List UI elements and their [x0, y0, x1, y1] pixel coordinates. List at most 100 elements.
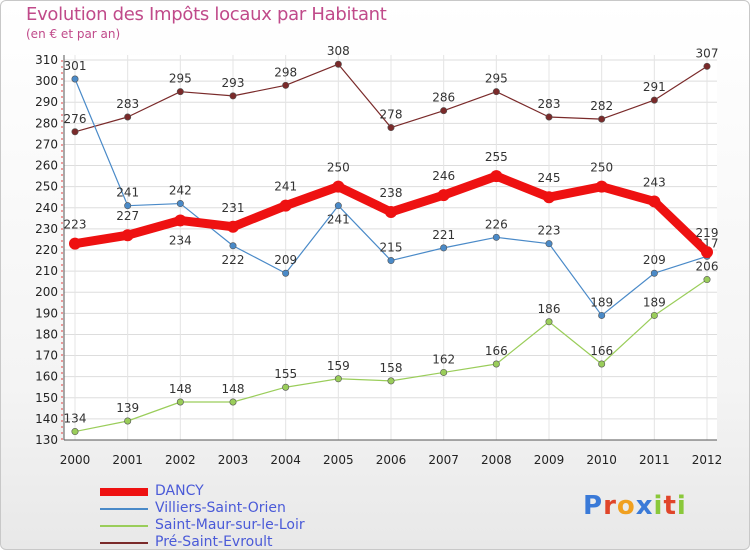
- data-point: [440, 368, 448, 376]
- data-label: 221: [432, 228, 455, 242]
- x-tick-label: 2000: [60, 453, 91, 467]
- y-tick-label: 230: [35, 222, 58, 236]
- y-tick-label: 150: [35, 391, 58, 405]
- data-point: [387, 124, 395, 132]
- data-point: [71, 128, 79, 136]
- y-tick-label: 210: [35, 264, 58, 278]
- data-label: 223: [538, 224, 561, 238]
- legend-label: Pré-Saint-Evroult: [155, 534, 273, 550]
- x-tick-label: 2012: [692, 453, 723, 467]
- data-label: 189: [643, 295, 666, 309]
- data-label: 227: [116, 209, 139, 223]
- y-tick-label: 180: [35, 327, 58, 341]
- data-point: [332, 180, 345, 193]
- data-point: [279, 199, 292, 212]
- x-tick-label: 2007: [428, 453, 459, 467]
- data-point: [598, 115, 606, 123]
- data-label: 286: [432, 91, 455, 105]
- y-tick-label: 130: [35, 433, 58, 447]
- legend-swatch: [100, 542, 148, 544]
- data-point: [334, 60, 342, 68]
- data-label: 209: [274, 253, 297, 267]
- data-label: 206: [696, 260, 719, 274]
- logo-letter: r: [603, 491, 617, 521]
- data-point: [598, 360, 606, 368]
- data-label: 291: [643, 80, 666, 94]
- data-label: 155: [274, 367, 297, 381]
- data-label: 166: [485, 344, 508, 358]
- chart-title: Evolution des Impôts locaux par Habitant: [26, 4, 387, 25]
- logo-letter: t: [663, 491, 677, 521]
- data-label: 219: [696, 226, 719, 240]
- data-point: [387, 257, 395, 265]
- data-label: 283: [538, 97, 561, 111]
- data-point: [492, 88, 500, 96]
- data-point: [387, 377, 395, 385]
- data-label: 166: [590, 344, 613, 358]
- data-label: 255: [485, 150, 508, 164]
- data-point: [490, 170, 503, 183]
- x-tick-label: 2001: [112, 453, 143, 467]
- data-point: [227, 220, 239, 233]
- data-label: 293: [222, 76, 245, 90]
- data-label: 226: [485, 217, 508, 231]
- data-label: 276: [64, 112, 87, 126]
- data-label: 250: [327, 161, 350, 175]
- y-tick-label: 290: [35, 95, 58, 109]
- data-point: [703, 62, 711, 70]
- chart-subtitle: (en € et par an): [26, 27, 121, 41]
- data-point: [124, 113, 132, 121]
- data-label: 222: [222, 253, 245, 267]
- data-point: [229, 92, 237, 100]
- data-label: 282: [590, 99, 613, 113]
- data-point: [492, 360, 500, 368]
- y-tick-label: 300: [35, 74, 58, 88]
- data-label: 241: [274, 180, 297, 194]
- logo-letter: i: [676, 491, 687, 521]
- data-point: [174, 214, 187, 227]
- data-label: 245: [538, 171, 561, 185]
- data-label: 148: [222, 382, 245, 396]
- data-point: [492, 233, 500, 241]
- x-tick-label: 2002: [165, 453, 196, 467]
- data-label: 295: [169, 72, 192, 86]
- data-label: 134: [64, 412, 87, 426]
- y-tick-label: 200: [35, 285, 58, 299]
- data-point: [545, 318, 553, 326]
- data-label: 234: [169, 233, 192, 247]
- data-point: [124, 417, 132, 425]
- y-tick-label: 310: [35, 53, 58, 67]
- data-label: 308: [327, 44, 350, 58]
- proxiti-logo: Proxiti: [583, 491, 687, 521]
- data-point: [71, 428, 79, 436]
- data-point: [121, 229, 134, 242]
- y-tick-label: 220: [35, 243, 58, 257]
- data-point: [71, 75, 79, 83]
- data-point: [650, 311, 658, 319]
- legend-label: DANCY: [155, 483, 204, 499]
- data-label: 209: [643, 253, 666, 267]
- data-label: 278: [380, 108, 403, 122]
- data-label: 301: [64, 59, 87, 73]
- data-point: [701, 246, 713, 259]
- data-label: 243: [643, 175, 666, 189]
- y-tick-label: 250: [35, 180, 58, 194]
- data-point: [650, 269, 658, 277]
- y-tick-label: 280: [35, 116, 58, 130]
- y-tick-label: 190: [35, 306, 58, 320]
- data-point: [545, 240, 553, 248]
- x-tick-label: 2004: [270, 453, 301, 467]
- logo-letter: o: [616, 491, 636, 521]
- x-tick-label: 2005: [323, 453, 354, 467]
- data-point: [282, 269, 290, 277]
- x-tick-label: 2009: [534, 453, 565, 467]
- legend-swatch: [100, 525, 148, 527]
- data-point: [229, 242, 237, 250]
- data-label: 162: [432, 352, 455, 366]
- data-label: 241: [327, 213, 350, 227]
- legend-label: Saint-Maur-sur-le-Loir: [155, 517, 305, 533]
- data-point: [124, 202, 132, 210]
- data-point: [650, 96, 658, 104]
- data-label: 241: [116, 186, 139, 200]
